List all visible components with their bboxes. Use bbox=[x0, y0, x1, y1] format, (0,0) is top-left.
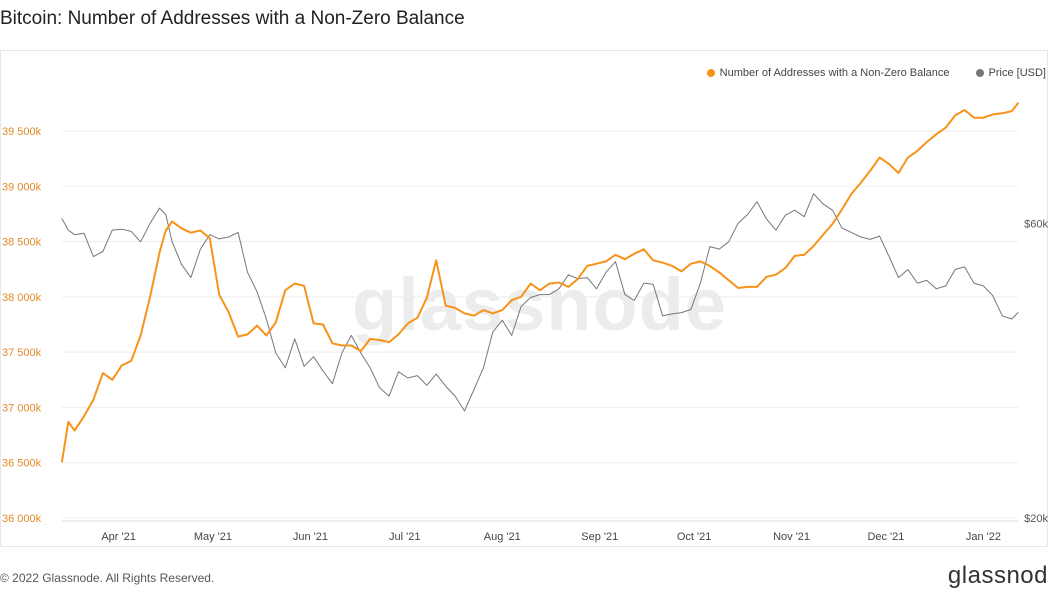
x-tick-label: Jan '22 bbox=[966, 531, 1001, 543]
chart-legend: Number of Addresses with a Non-Zero Bala… bbox=[706, 67, 1046, 79]
series-line-price bbox=[61, 193, 1019, 412]
y-left-tick-label: 36 000k bbox=[2, 513, 42, 525]
legend-swatch-addresses bbox=[706, 69, 715, 77]
x-tick-label: Aug '21 bbox=[484, 531, 521, 543]
y-right-tick-label: $20k bbox=[1024, 513, 1048, 525]
series-line-addresses bbox=[61, 102, 1019, 463]
x-tick-label: Nov '21 bbox=[773, 531, 810, 543]
y-left-tick-label: 39 500k bbox=[2, 126, 42, 138]
legend-item-price[interactable]: Price [USD] bbox=[975, 67, 1046, 79]
y-right-tick-label: $60k bbox=[1024, 218, 1048, 230]
legend-swatch-price bbox=[975, 69, 984, 77]
y-left-tick-label: 36 500k bbox=[2, 458, 42, 470]
x-tick-label: Jun '21 bbox=[293, 531, 328, 543]
legend-label-price: Price [USD] bbox=[988, 67, 1046, 79]
x-tick-label: Dec '21 bbox=[867, 531, 904, 543]
chart-panel bbox=[0, 50, 1048, 547]
legend-item-addresses[interactable]: Number of Addresses with a Non-Zero Bala… bbox=[706, 67, 950, 79]
y-left-tick-label: 38 500k bbox=[2, 237, 42, 249]
chart-title: Bitcoin: Number of Addresses with a Non-… bbox=[0, 8, 465, 29]
y-left-tick-label: 37 000k bbox=[2, 402, 42, 414]
x-tick-label: May '21 bbox=[194, 531, 232, 543]
x-tick-label: Sep '21 bbox=[581, 531, 618, 543]
y-left-tick-label: 38 000k bbox=[2, 292, 42, 304]
x-tick-label: Apr '21 bbox=[101, 531, 136, 543]
y-left-tick-label: 39 000k bbox=[2, 181, 42, 193]
legend-label-addresses: Number of Addresses with a Non-Zero Bala… bbox=[719, 67, 950, 79]
brand-logo: glassnod bbox=[947, 562, 1048, 589]
copyright-notice: © 2022 Glassnode. All Rights Reserved. bbox=[0, 571, 215, 585]
x-tick-label: Jul '21 bbox=[389, 531, 420, 543]
y-left-tick-label: 37 500k bbox=[2, 347, 42, 359]
watermark: glassnode bbox=[352, 263, 727, 346]
x-tick-label: Oct '21 bbox=[677, 531, 712, 543]
